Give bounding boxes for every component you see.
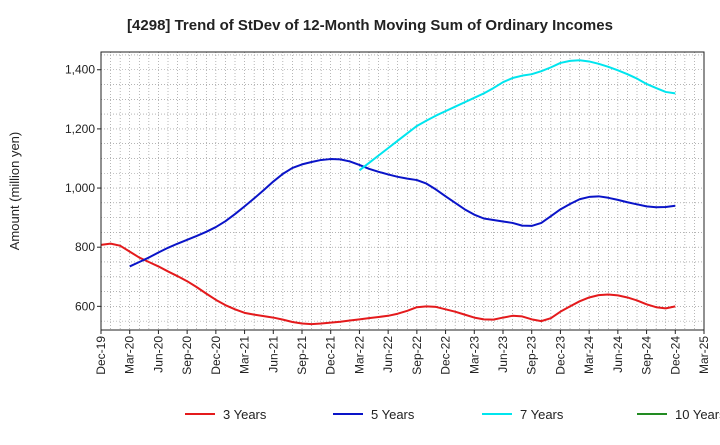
x-tick-label: Jun-22	[381, 336, 395, 373]
x-tick-label: Mar-23	[467, 336, 481, 374]
y-axis-label: Amount (million yen)	[7, 132, 22, 251]
legend-item-10-years: 10 Years	[637, 407, 720, 422]
x-tick-label: Mar-24	[582, 336, 596, 374]
x-tick-label: Sep-21	[295, 336, 309, 375]
x-tick-label: Mar-22	[352, 336, 366, 374]
series-line-3-years	[100, 242, 676, 326]
legend-label: 10 Years	[675, 407, 720, 422]
grid-layer	[101, 52, 704, 330]
x-tick-label: Sep-24	[640, 336, 654, 375]
x-tick-label: Mar-21	[238, 336, 252, 374]
chart-title: [4298] Trend of StDev of 12-Month Moving…	[127, 17, 613, 34]
y-tick-label: 1,200	[65, 122, 95, 136]
legend-item-3-years: 3 Years	[185, 407, 267, 422]
x-tick-label: Dec-21	[324, 336, 338, 375]
x-tick-label: Jun-20	[151, 336, 165, 373]
y-tick-labels: 600 800 1,000 1,200 1,400	[65, 63, 101, 313]
legend-item-7-years: 7 Years	[482, 407, 564, 422]
legend: 3 Years 5 Years 7 Years 10 Years	[185, 407, 720, 422]
y-tick-label: 1,400	[65, 63, 95, 77]
x-tick-label: Mar-20	[123, 336, 137, 374]
x-tick-label: Sep-22	[410, 336, 424, 375]
x-tick-label: Jun-21	[266, 336, 280, 373]
series-line-7-years	[358, 59, 676, 172]
x-tick-label: Dec-22	[439, 336, 453, 375]
x-tick-label: Dec-20	[209, 336, 223, 375]
y-tick-label: 800	[75, 240, 95, 254]
legend-label: 7 Years	[520, 407, 564, 422]
legend-label: 5 Years	[371, 407, 415, 422]
series-line-5-years	[129, 158, 676, 268]
x-tick-label: Sep-23	[525, 336, 539, 375]
x-tick-label: Dec-24	[668, 336, 682, 375]
y-tick-label: 600	[75, 299, 95, 313]
y-tick-label: 1,000	[65, 181, 95, 195]
x-tick-label: Sep-20	[180, 336, 194, 375]
x-tick-labels: Dec-19 Mar-20 Jun-20 Sep-20 Dec-20 Mar-21 Jun-…	[94, 330, 711, 375]
plot-frame	[100, 51, 705, 331]
x-tick-label: Dec-23	[553, 336, 567, 375]
series-layer	[100, 59, 676, 326]
x-tick-label: Dec-19	[94, 336, 108, 375]
legend-label: 3 Years	[223, 407, 267, 422]
x-tick-label: Jun-23	[496, 336, 510, 373]
legend-item-5-years: 5 Years	[333, 407, 415, 422]
x-tick-label: Mar-25	[697, 336, 711, 374]
x-tick-label: Jun-24	[611, 336, 625, 373]
